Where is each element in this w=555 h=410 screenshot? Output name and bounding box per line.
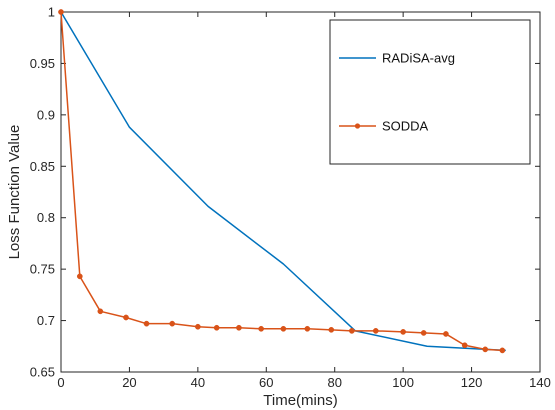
x-tick-label: 120	[461, 375, 483, 390]
y-tick-label: 0.7	[37, 313, 55, 328]
data-point-sodda	[58, 9, 64, 15]
data-point-sodda	[123, 314, 129, 321]
data-point-sodda	[443, 331, 449, 337]
x-tick-label: 140	[529, 375, 551, 390]
y-tick-label: 0.8	[37, 210, 55, 225]
x-tick-label: 60	[259, 375, 273, 390]
x-tick-label: 40	[191, 375, 205, 390]
y-tick-label: 0.85	[30, 159, 55, 174]
x-tick-label: 100	[392, 375, 414, 390]
legend-label-sodda: SODDA	[382, 119, 429, 134]
data-point-sodda	[499, 347, 506, 354]
x-axis-label: Time(mins)	[263, 392, 337, 409]
y-tick-label: 0.9	[37, 107, 55, 122]
data-point-sodda	[280, 325, 287, 332]
data-point-sodda	[420, 330, 427, 336]
data-point-sodda	[482, 346, 489, 353]
data-point-sodda	[97, 308, 104, 315]
y-tick-label: 0.65	[30, 365, 55, 380]
data-point-sodda	[400, 329, 406, 335]
data-point-sodda	[169, 320, 176, 327]
data-point-sodda	[304, 325, 311, 332]
data-point-sodda	[76, 273, 83, 280]
data-point-sodda	[328, 326, 335, 333]
y-axis-label: Loss Function Value	[6, 125, 23, 260]
y-tick-label: 0.75	[30, 262, 55, 277]
data-point-sodda	[143, 320, 150, 327]
data-point-sodda	[372, 328, 379, 334]
legend-box	[329, 19, 531, 165]
data-point-sodda	[236, 324, 242, 331]
y-tick-label: 0.95	[30, 56, 55, 71]
x-tick-label: 80	[327, 375, 341, 390]
data-point-sodda	[348, 328, 355, 334]
series-line-radisa-avg	[60, 11, 506, 352]
x-tick-label: 20	[122, 375, 136, 390]
data-point-sodda	[213, 324, 220, 331]
data-point-sodda	[258, 325, 265, 332]
data-point-sodda	[195, 323, 201, 330]
legend-label-radisa-avg: RADiSA-avg	[382, 51, 455, 66]
x-tick-label: 0	[57, 375, 64, 390]
y-tick-label: 1	[48, 5, 55, 20]
legend-marker-sodda	[354, 123, 361, 129]
data-point-sodda	[461, 342, 468, 349]
